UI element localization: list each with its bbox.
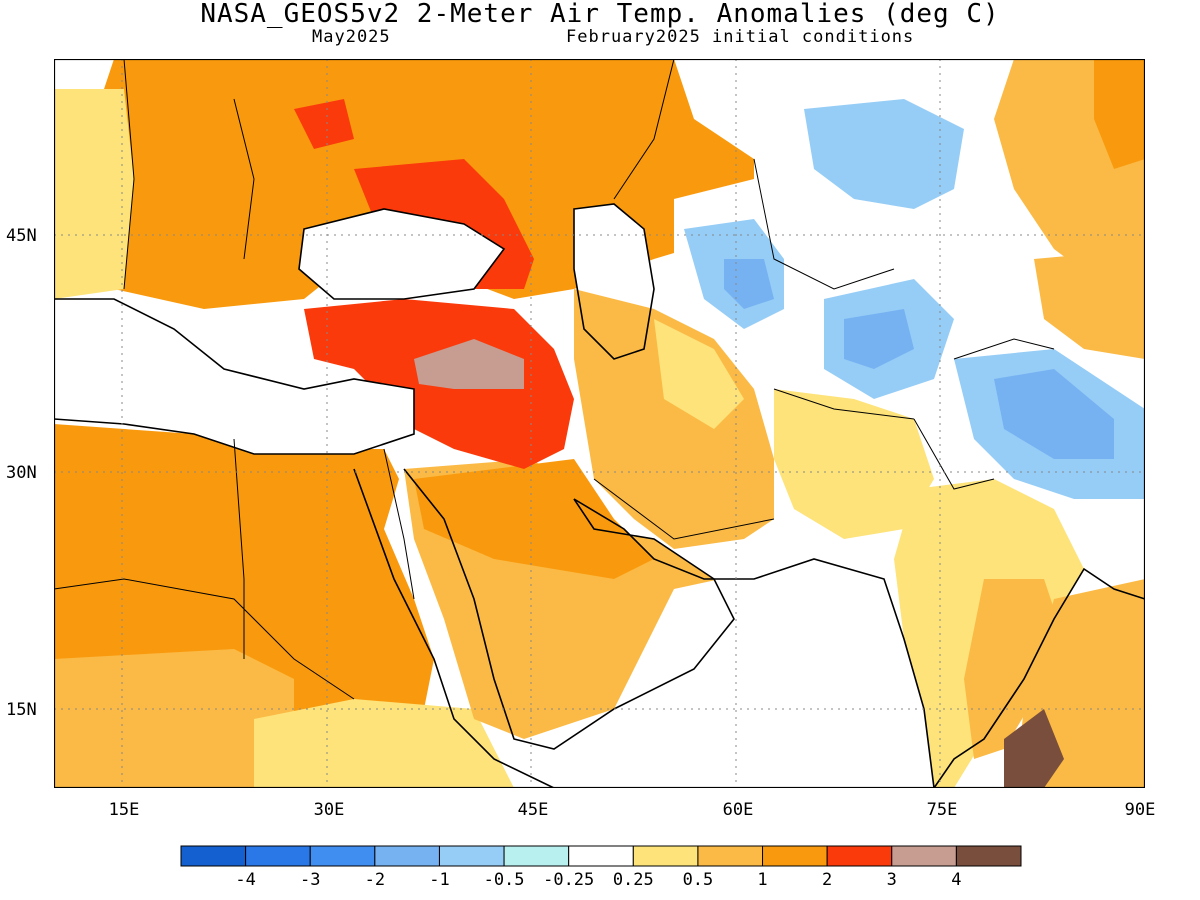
anomaly-region-syria-peak <box>414 339 524 389</box>
lat-tick-15n: 15N <box>6 700 37 720</box>
anomaly-region-india-warm <box>964 579 1064 759</box>
colorbar-tick-label: 0.5 <box>682 870 714 890</box>
colorbar-tick-label: -1 <box>429 870 450 890</box>
lon-tick-75e: 75E <box>926 800 958 820</box>
lat-tick-30n: 30N <box>6 463 37 483</box>
colorbar-swatch <box>245 845 311 867</box>
colorbar-swatch <box>374 845 440 867</box>
lon-tick-30e: 30E <box>313 800 345 820</box>
anomaly-region-pakistan <box>774 389 934 539</box>
lon-tick-90e: 90E <box>1124 800 1156 820</box>
colorbar-tick-label: 0.25 <box>612 870 654 890</box>
lon-tick-60e: 60E <box>722 800 754 820</box>
colorbar-swatch <box>503 845 570 867</box>
anomaly-region-tibet-core <box>994 369 1114 459</box>
lon-tick-45e: 45E <box>517 800 549 820</box>
coastlines <box>54 203 1145 788</box>
colorbar-tick-label: -0.25 <box>543 870 595 890</box>
colorbar-swatch <box>180 845 247 867</box>
anomaly-region-western-europe <box>54 89 134 299</box>
colorbar-swatch <box>568 845 634 867</box>
anomaly-region-horn-africa <box>254 699 514 788</box>
anomaly-region-iran-pale <box>654 319 744 429</box>
map-frame <box>54 59 1145 788</box>
chart-title: NASA_GEOS5v2 2-Meter Air Temp. Anomalies… <box>200 0 1000 29</box>
colorbar-swatch <box>762 845 828 867</box>
anomaly-region-bengal-hot <box>1004 709 1064 788</box>
lon-tick-15e: 15E <box>108 800 140 820</box>
anomaly-map <box>54 59 1145 788</box>
colorbar <box>180 845 1022 867</box>
colorbar-tick-label: -2 <box>364 870 386 890</box>
anomaly-region-belarus-hot <box>294 99 354 149</box>
colorbar-tick-label: 3 <box>886 870 897 890</box>
lat-tick-45n: 45N <box>6 226 37 246</box>
anomaly-region-arabia-north <box>414 459 654 579</box>
colorbar-tick-label: 4 <box>951 870 962 890</box>
anomaly-region-arabian-sea <box>614 559 934 788</box>
anomaly-region-iran <box>574 289 774 549</box>
colorbar-swatch <box>955 845 1022 867</box>
colorbar-tick-label: -4 <box>235 870 256 890</box>
mediterranean-sea <box>54 299 414 454</box>
forecast-month: May2025 <box>312 27 391 47</box>
anomaly-region-west-china <box>1034 249 1145 359</box>
anomaly-region-sahel <box>54 649 294 788</box>
country-borders <box>54 59 1055 700</box>
colorbar-swatch <box>438 845 505 867</box>
colorbar-swatch <box>891 845 957 867</box>
anomaly-region-kazakh-cool <box>804 99 964 209</box>
colorbar-tick-label: 2 <box>822 870 833 890</box>
initial-conditions: February2025 initial conditions <box>566 27 915 47</box>
grid-lines <box>54 59 1145 788</box>
colorbar-swatch <box>632 845 699 867</box>
colorbar-tick-label: -0.5 <box>483 870 525 890</box>
colorbar-tick-label: 1 <box>757 870 768 890</box>
black-sea <box>299 209 504 299</box>
colorbar-tick-label: -3 <box>299 870 321 890</box>
anomaly-region-siberia-hot <box>1094 59 1145 169</box>
anomaly-region-uzbek-core <box>724 259 774 309</box>
colorbar-swatch <box>826 845 893 867</box>
anomaly-region-afghan-core <box>844 309 914 369</box>
colorbar-swatch <box>309 845 376 867</box>
colorbar-swatch <box>697 845 764 867</box>
